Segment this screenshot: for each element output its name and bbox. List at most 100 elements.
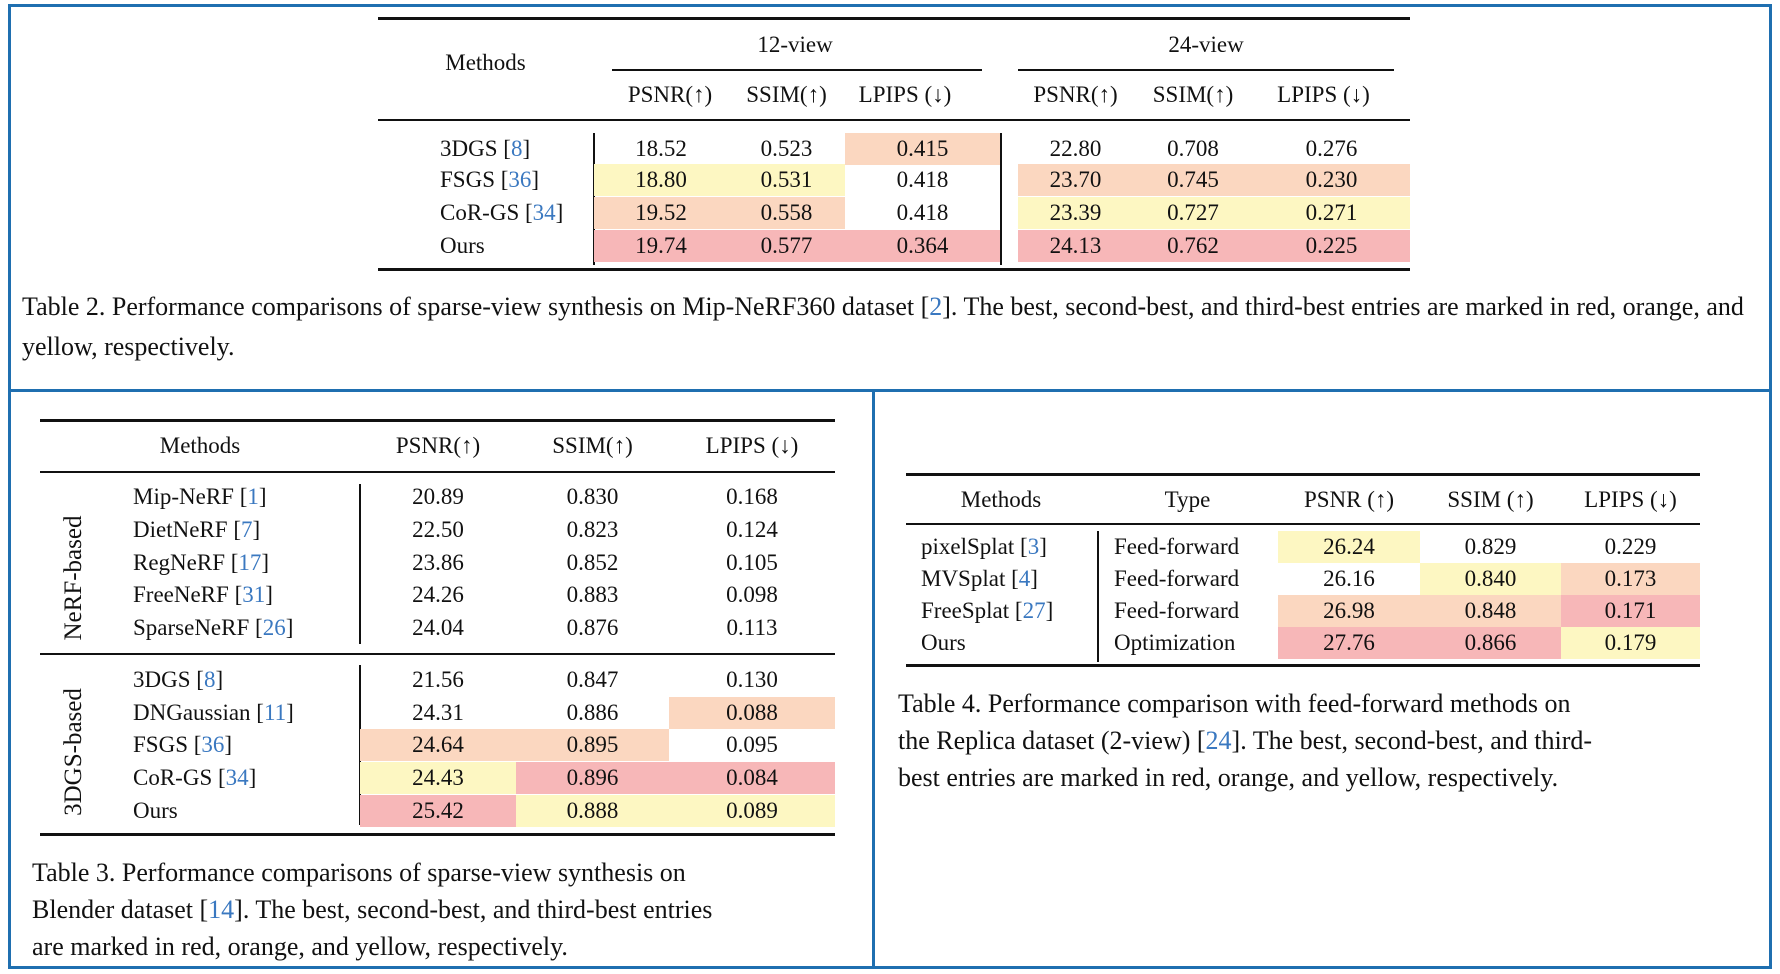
citation-link[interactable]: 36 [201,732,225,757]
table2-cell: 22.80 [1049,136,1102,161]
table2-metric-header: SSIM(↑) [1152,82,1234,107]
method-name: CoR-GS [440,200,520,225]
table2-cell: 0.364 [845,230,1000,262]
table4-column-header: PSNR (↑) [1303,487,1395,512]
table3-cell: 0.847 [566,667,619,692]
table2-row-method: 3DGS [8] [440,136,531,161]
method-name: pixelSplat [921,534,1015,559]
table4-header-rule [906,523,1700,525]
table3-cell: 0.113 [726,615,778,640]
table2-bottom-rule [378,268,1410,271]
table2-top-rule [378,17,1410,20]
table4-cell: 0.171 [1561,595,1700,627]
table4-column-header: LPIPS (↓) [1584,487,1677,512]
table3-vrule-3dgs [359,665,361,825]
table3-cell: 25.42 [360,795,516,827]
citation-link[interactable]: 3 [1027,534,1040,559]
citation-link[interactable]: 34 [532,200,556,225]
table4-bottom-rule [906,664,1700,667]
table4-row-type: Optimization [1114,630,1236,655]
table3-header-rule [40,471,835,473]
table3-cell: 24.26 [412,582,464,607]
table3-cell: 0.105 [726,550,778,575]
citation-link[interactable]: 17 [238,550,262,575]
table4-row-method: pixelSplat [3] [921,534,1047,559]
table4-panel [872,389,1772,969]
table3-metric-header: PSNR(↑) [395,433,481,458]
table2-cell: 0.762 [1133,230,1253,262]
citation-link[interactable]: 36 [508,167,532,192]
table3-nerf-row-method: DietNeRF [7] [133,517,261,542]
table3-cell: 0.886 [566,700,619,725]
table3-cell: 24.04 [412,615,464,640]
table3-cell: 0.876 [566,615,619,640]
method-name: MVSplat [921,566,1006,591]
table2-metric-header: LPIPS (↓) [1277,82,1370,107]
table2-cell: 19.52 [594,197,728,229]
table2-12view-rule [612,69,982,71]
citation-link[interactable]: 8 [510,136,523,161]
table2-cell: 0.531 [728,164,845,196]
table4-row-type: Feed-forward [1114,598,1240,623]
table3-metric-header: LPIPS (↓) [705,433,799,458]
table3-cell: 0.888 [516,795,669,827]
table4-cell: 26.16 [1323,566,1375,591]
table2-cell: 0.708 [1167,136,1219,161]
table3-cell: 0.098 [726,582,778,607]
table3-nerf-row-method: RegNeRF [17] [133,550,270,575]
table2-cell: 0.558 [728,197,845,229]
table2-24view-header: 24-view [1168,32,1244,57]
method-name: FreeNeRF [133,582,229,607]
table3-top-rule [40,419,835,422]
table4-cell: 26.24 [1278,531,1420,563]
table4-column-header: Methods [960,487,1042,512]
table4-cell: 0.840 [1420,563,1561,595]
table2-cell: 19.74 [594,230,728,262]
table3-cell: 0.823 [566,517,619,542]
table4-cell: 26.98 [1278,595,1420,627]
table3-mid-rule [40,653,835,655]
table2-24view-rule [1018,69,1394,71]
table2-cell: 0.271 [1253,197,1410,229]
table3-cell: 24.43 [360,762,516,794]
citation-link[interactable]: 31 [242,582,266,607]
table3-cell: 0.883 [566,582,619,607]
citation-link[interactable]: 7 [240,517,253,542]
table4-cell: 0.229 [1604,534,1657,559]
table4-cell: 0.179 [1561,627,1700,659]
table4-column-header: Type [1164,487,1211,512]
table2-cell: 0.577 [728,230,845,262]
table4-row-method: Ours [921,627,966,659]
table2-vrule-1 [593,133,595,265]
method-name: Ours [133,798,178,823]
citation-link[interactable]: 27 [1022,598,1046,623]
table4-row-type: Feed-forward [1114,534,1240,559]
table3-nerf-row-method: FreeNeRF [31] [133,582,273,607]
method-name: 3DGS [440,136,498,161]
table3-cell: 21.56 [412,667,464,692]
table2-cell: 24.13 [1018,230,1133,262]
table2-header-rule [378,119,1410,121]
table2-metric-header: PSNR(↑) [627,82,713,107]
table2-row-method: FSGS [36] [440,167,540,192]
citation-link[interactable]: 26 [262,615,286,640]
citation-link[interactable]: 34 [225,765,249,790]
citation-link[interactable]: 11 [263,700,287,725]
method-name: CoR-GS [133,765,213,790]
table4-cell: 0.829 [1464,534,1517,559]
table3-cell: 0.130 [726,667,778,692]
table4-caption: Table 4. Performance comparison with fee… [898,689,1593,792]
table3-cell: 0.124 [726,517,778,542]
table2-metric-header: PSNR(↑) [1033,82,1118,107]
citation-link[interactable]: 4 [1018,566,1031,591]
table2-cell: 0.230 [1253,164,1410,196]
table2-methods-header: Methods [445,50,526,75]
table3-3dgs-row-method: DNGaussian [11] [133,700,294,725]
table2-cell: 18.80 [594,164,728,196]
method-name: FreeSplat [921,598,1010,623]
method-name: 3DGS [133,667,191,692]
citation-link[interactable]: 8 [203,667,216,692]
citation-link[interactable]: 1 [247,484,259,509]
table4-row-type: Feed-forward [1114,566,1240,591]
table2-cell: 0.225 [1253,230,1410,262]
